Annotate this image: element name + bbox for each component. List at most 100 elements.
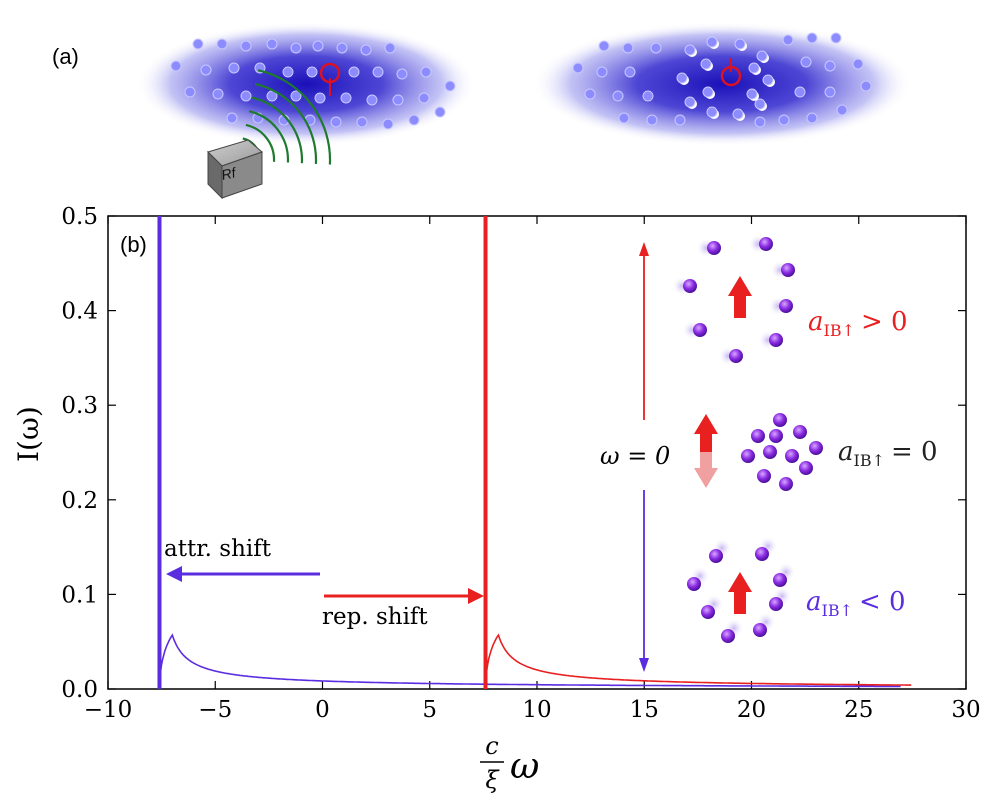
x-tick-label: 30 [951,697,980,723]
inset-noninteracting [741,413,823,491]
atom [384,42,396,54]
inset-repulsive [672,234,795,366]
rf-wave-arc [248,110,290,163]
x-tick-label: −5 [198,697,232,723]
atom [572,62,584,74]
atom [729,349,743,363]
atom [778,114,790,126]
atom [228,62,240,74]
atom [769,333,783,347]
y-tick-label: 0.4 [61,299,98,325]
atom [674,114,686,126]
atom [170,60,182,72]
atom [646,114,658,126]
atom [793,425,807,439]
cloud-right [532,22,912,146]
y-tick-label: 0.0 [61,677,98,703]
atom [290,42,302,54]
atoms-left [170,38,456,130]
atom [706,106,718,118]
x-tick-label: −10 [84,697,133,723]
atom [800,56,812,68]
x-tick-label: 25 [844,697,873,723]
atom [693,323,707,337]
atom [748,62,760,74]
atom [340,92,352,104]
atom [434,106,446,118]
y-tick-label: 0.3 [61,393,98,419]
rf-wave-arc [245,123,276,162]
atom [721,629,735,643]
atom [746,88,758,100]
atom [754,116,766,128]
atom [757,469,771,483]
cloud-left [136,22,476,146]
attr-shift-label: attr. shift [164,536,272,562]
atom [584,88,596,100]
atom [683,279,697,293]
atom [779,299,793,313]
atom [773,413,787,427]
atom [312,40,324,52]
atom [226,112,238,124]
omega-zero-label: ω = 0 [600,442,670,470]
attr-shift-arrow [166,566,320,582]
atom [836,104,848,116]
atom [356,116,368,128]
atom [420,66,432,78]
atom [650,42,662,54]
inset-attractive [687,536,796,643]
spin-arrow-mid [694,414,718,488]
a-ib-positive-label: aIB↑ > 0 [808,307,908,340]
atom [756,50,768,62]
y-tick-label: 0.2 [61,488,98,514]
atom [240,90,252,102]
atom [624,66,636,78]
atom [216,38,228,50]
rep-shift-arrow [324,588,484,604]
atom [852,58,864,70]
atom [330,116,342,128]
atom [676,72,688,84]
spin-arrow-top [728,276,752,318]
atom [755,547,769,561]
atom [799,461,813,475]
atom [707,241,721,255]
atom [702,86,714,98]
atom [809,441,823,455]
atom [366,94,378,106]
atom [762,74,774,86]
atom [779,477,793,491]
atom [382,118,394,130]
atom [824,86,836,98]
atom [306,66,318,78]
x-label-numerator: c [485,732,498,760]
atom [282,66,294,78]
atom [687,577,701,591]
atom [360,44,372,56]
y-tick-label: 0.5 [61,204,98,230]
atom [741,449,755,463]
y-axis-label: I(ω) [12,406,45,462]
atom [860,80,872,92]
rf-waves [242,69,332,165]
atom [418,92,430,104]
x-label-var: ω [510,746,539,787]
atom [684,96,696,108]
atom [266,90,278,102]
y-tick-label: 0.1 [61,582,98,608]
atom [618,112,630,124]
rf-cube: Rf [207,139,263,200]
panel-b-label: (b) [120,232,147,257]
atom [824,60,836,72]
atom [781,263,795,277]
atom [612,90,624,102]
atom [806,112,818,124]
panel-a: (a) Rf [52,22,912,200]
attractive-spectrum-line [158,633,901,690]
rf-wave-arc [257,69,332,165]
omega-up-arrow [639,242,649,420]
atom [769,429,783,443]
x-tick-label: 15 [630,697,659,723]
